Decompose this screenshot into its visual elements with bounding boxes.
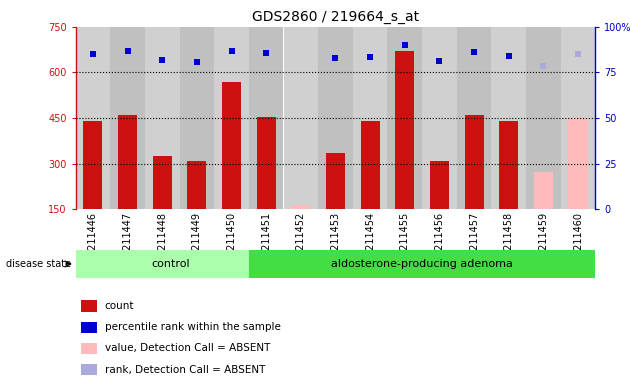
Bar bbox=[256, 117, 276, 209]
Bar bbox=[499, 121, 518, 209]
Bar bbox=[430, 161, 449, 209]
Bar bbox=[145, 27, 180, 209]
Bar bbox=[457, 27, 491, 209]
Text: aldosterone-producing adenoma: aldosterone-producing adenoma bbox=[331, 259, 513, 269]
Bar bbox=[526, 27, 561, 209]
Bar bbox=[81, 364, 97, 376]
Text: rank, Detection Call = ABSENT: rank, Detection Call = ABSENT bbox=[105, 364, 265, 375]
Bar bbox=[387, 27, 422, 209]
Bar bbox=[318, 27, 353, 209]
Bar bbox=[81, 321, 97, 333]
Bar bbox=[118, 115, 137, 209]
Bar bbox=[81, 300, 97, 312]
Bar bbox=[187, 161, 207, 209]
Bar bbox=[491, 27, 526, 209]
Bar bbox=[249, 250, 595, 278]
Bar bbox=[353, 27, 387, 209]
Bar bbox=[180, 27, 214, 209]
Bar bbox=[395, 51, 415, 209]
Text: value, Detection Call = ABSENT: value, Detection Call = ABSENT bbox=[105, 343, 270, 354]
Bar bbox=[222, 81, 241, 209]
Bar bbox=[284, 27, 318, 209]
Bar bbox=[214, 27, 249, 209]
Bar bbox=[81, 343, 97, 354]
Text: percentile rank within the sample: percentile rank within the sample bbox=[105, 322, 280, 333]
Text: disease state: disease state bbox=[6, 259, 71, 269]
Text: count: count bbox=[105, 301, 134, 311]
Bar bbox=[422, 27, 457, 209]
Text: control: control bbox=[152, 259, 190, 269]
Bar bbox=[152, 156, 172, 209]
Bar bbox=[561, 27, 595, 209]
Bar bbox=[76, 250, 249, 278]
Bar bbox=[534, 172, 553, 209]
Bar bbox=[249, 27, 284, 209]
Bar bbox=[76, 27, 110, 209]
Bar bbox=[326, 153, 345, 209]
Bar bbox=[291, 205, 311, 209]
Bar bbox=[110, 27, 145, 209]
Bar bbox=[464, 115, 484, 209]
Bar bbox=[83, 121, 103, 209]
Bar bbox=[568, 118, 588, 209]
Title: GDS2860 / 219664_s_at: GDS2860 / 219664_s_at bbox=[252, 10, 419, 25]
Bar bbox=[360, 121, 380, 209]
